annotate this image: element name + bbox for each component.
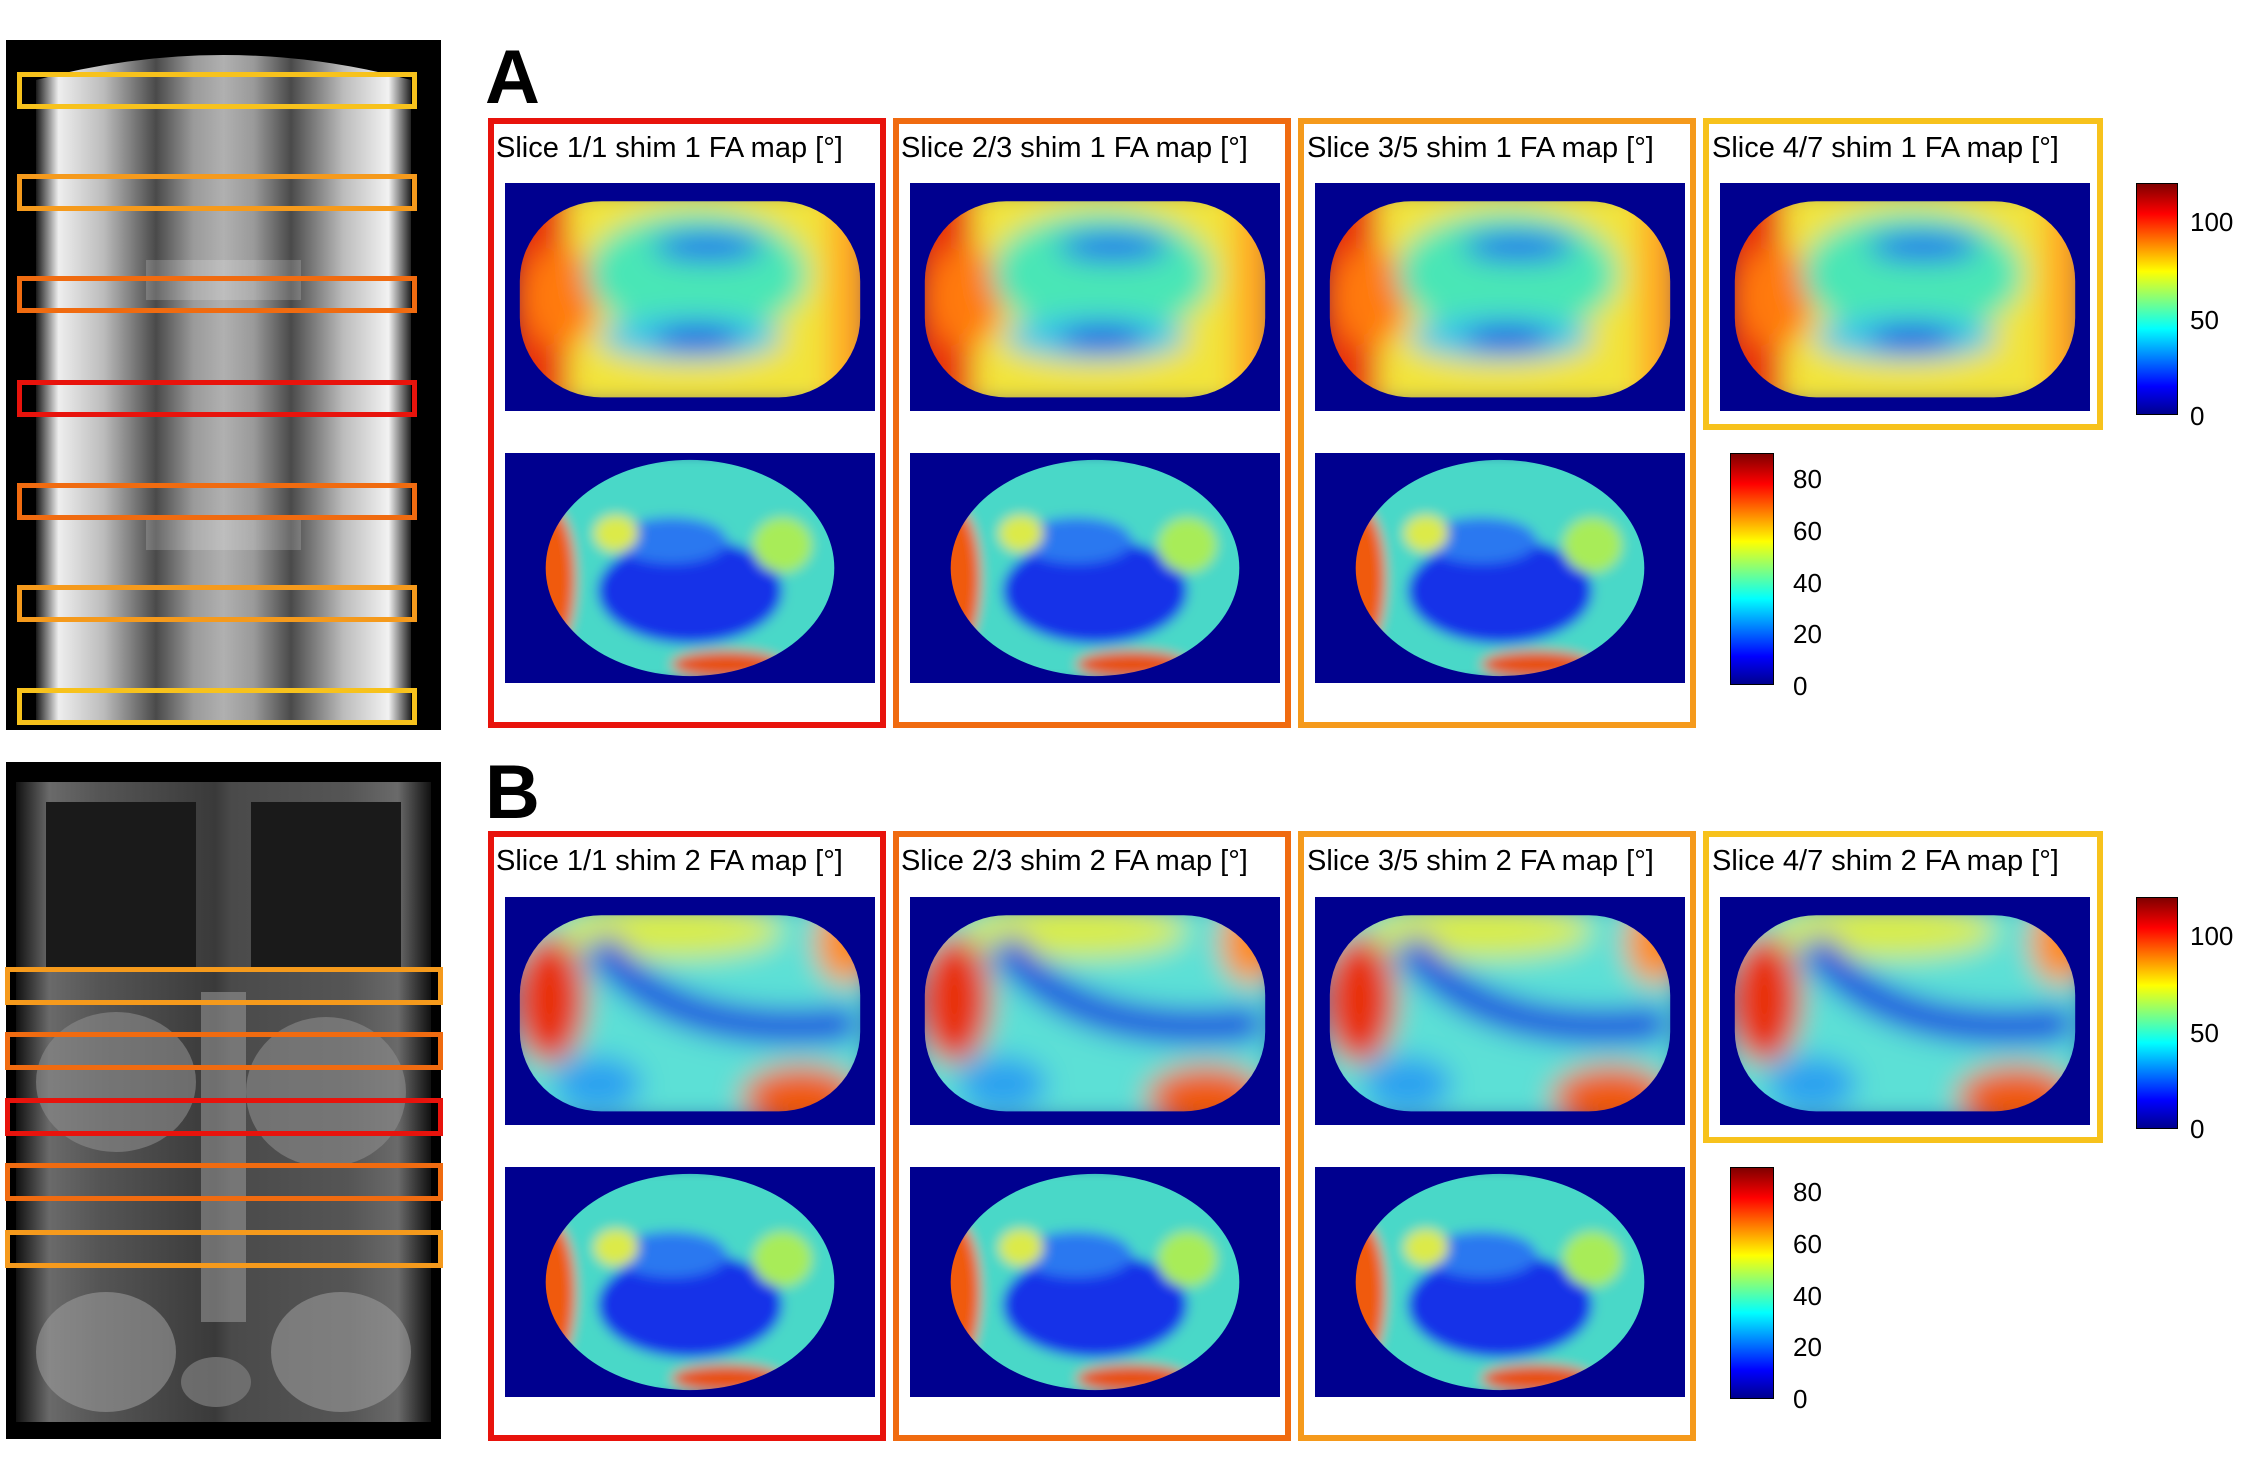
colorbar-a-bottom [1730,453,1774,685]
slice-title-a-2: Slice 2/3 shim 1 FA map [°] [901,132,1248,164]
fa-map-simulated-b-2 [910,897,1280,1125]
colorbar-b-top-tick-0: 0 [2190,1114,2205,1144]
fa-map-simulated-b-4 [1720,897,2090,1125]
scout-b-slice-box-1 [5,1098,443,1136]
fa-map-simulated-a-1 [505,183,875,411]
slice-title-b-1: Slice 1/1 shim 2 FA map [°] [496,845,843,877]
fa-map-measured-b-3 [1315,1167,1685,1397]
scout-a-slice-box-7 [17,72,417,109]
scout-a-slice-box-3 [17,276,417,313]
colorbar-b-top-tick-50: 50 [2190,1018,2219,1048]
scout-b-slice-box-4 [5,1230,443,1268]
fa-map-simulated-a-3 [1315,183,1685,411]
colorbar-b-bottom-tick-20: 20 [1793,1332,1822,1362]
panel-b: B Slice 1/1 shim 2 FA map [°] Slice 2/3 … [0,730,2258,1461]
slice-title-b-3: Slice 3/5 shim 2 FA map [°] [1307,845,1654,877]
fa-map-simulated-a-2 [910,183,1280,411]
scout-b-slice-box-3 [5,1032,443,1070]
scout-a-slice-box-4 [17,585,417,622]
slice-frame-b-3 [1298,831,1696,1441]
slice-title-b-2: Slice 2/3 shim 2 FA map [°] [901,845,1248,877]
colorbar-b-bottom-tick-80: 80 [1793,1177,1822,1207]
scout-a-slice-box-1 [17,380,417,417]
slice-frame-b-1 [488,831,886,1441]
fa-map-simulated-b-3 [1315,897,1685,1125]
slice-frame-a-1 [488,118,886,728]
scout-a-slice-box-2 [17,483,417,520]
slice-frame-a-2 [893,118,1291,728]
colorbar-a-top-tick-50: 50 [2190,305,2219,335]
slice-title-b-4: Slice 4/7 shim 2 FA map [°] [1712,845,2059,877]
colorbar-a-bottom-tick-80: 80 [1793,464,1822,494]
colorbar-b-bottom-tick-60: 60 [1793,1229,1822,1259]
scout-a-slice-box-6 [17,688,417,725]
panel-letter-a: A [485,35,540,120]
scout-b-slice-box-2 [5,1163,443,1201]
slice-frame-a-3 [1298,118,1696,728]
fa-map-simulated-a-4 [1720,183,2090,411]
scout-a-slice-box-5 [17,174,417,211]
slice-title-a-1: Slice 1/1 shim 1 FA map [°] [496,132,843,164]
slice-title-a-3: Slice 3/5 shim 1 FA map [°] [1307,132,1654,164]
fa-map-measured-b-1 [505,1167,875,1397]
slice-title-a-4: Slice 4/7 shim 1 FA map [°] [1712,132,2059,164]
colorbar-a-bottom-tick-60: 60 [1793,516,1822,546]
scout-image-a [6,40,441,730]
colorbar-a-top [2136,183,2178,415]
fa-map-measured-a-3 [1315,453,1685,683]
colorbar-a-bottom-tick-20: 20 [1793,619,1822,649]
colorbar-a-bottom-tick-40: 40 [1793,568,1822,598]
scout-b-slice-box-5 [5,967,443,1005]
colorbar-a-bottom-tick-0: 0 [1793,671,1808,701]
panel-letter-b: B [485,750,540,835]
panel-a: A Slice 1/1 shim 1 FA map [°] Slice 2/3 … [0,0,2258,730]
slice-frame-b-4 [1703,831,2103,1143]
fa-map-measured-b-2 [910,1167,1280,1397]
colorbar-b-bottom-tick-0: 0 [1793,1384,1808,1414]
slice-frame-b-2 [893,831,1291,1441]
fa-map-measured-a-1 [505,453,875,683]
colorbar-b-bottom [1730,1167,1774,1399]
colorbar-b-top-tick-100: 100 [2190,921,2234,951]
colorbar-b-top [2136,897,2178,1129]
fa-map-measured-a-2 [910,453,1280,683]
colorbar-b-bottom-tick-40: 40 [1793,1281,1822,1311]
colorbar-a-top-tick-0: 0 [2190,401,2205,431]
fa-map-simulated-b-1 [505,897,875,1125]
colorbar-a-top-tick-100: 100 [2190,207,2234,237]
slice-frame-a-4 [1703,118,2103,430]
